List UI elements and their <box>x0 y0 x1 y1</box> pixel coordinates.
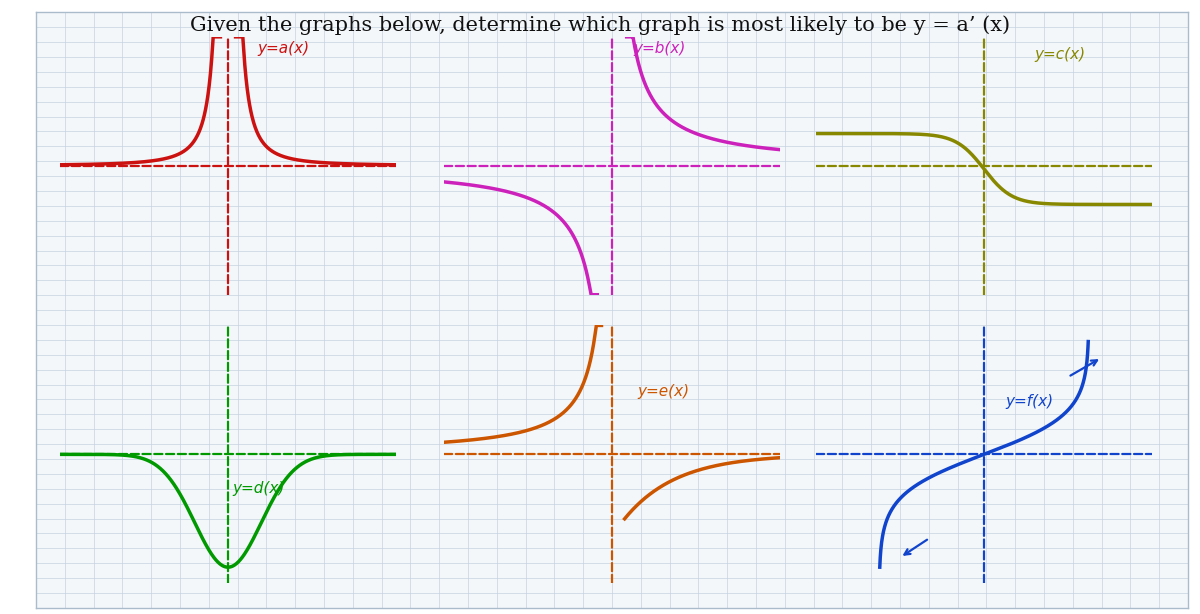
Text: y=e(x): y=e(x) <box>637 384 689 399</box>
Text: Given the graphs below, determine which graph is most likely to be y = a’ (x): Given the graphs below, determine which … <box>190 15 1010 35</box>
Text: y=a(x): y=a(x) <box>257 41 310 56</box>
Text: y=f(x): y=f(x) <box>1006 394 1054 409</box>
Text: y=b(x): y=b(x) <box>634 41 685 56</box>
Text: y=d(x): y=d(x) <box>233 481 284 496</box>
Text: y=c(x): y=c(x) <box>1034 47 1086 63</box>
